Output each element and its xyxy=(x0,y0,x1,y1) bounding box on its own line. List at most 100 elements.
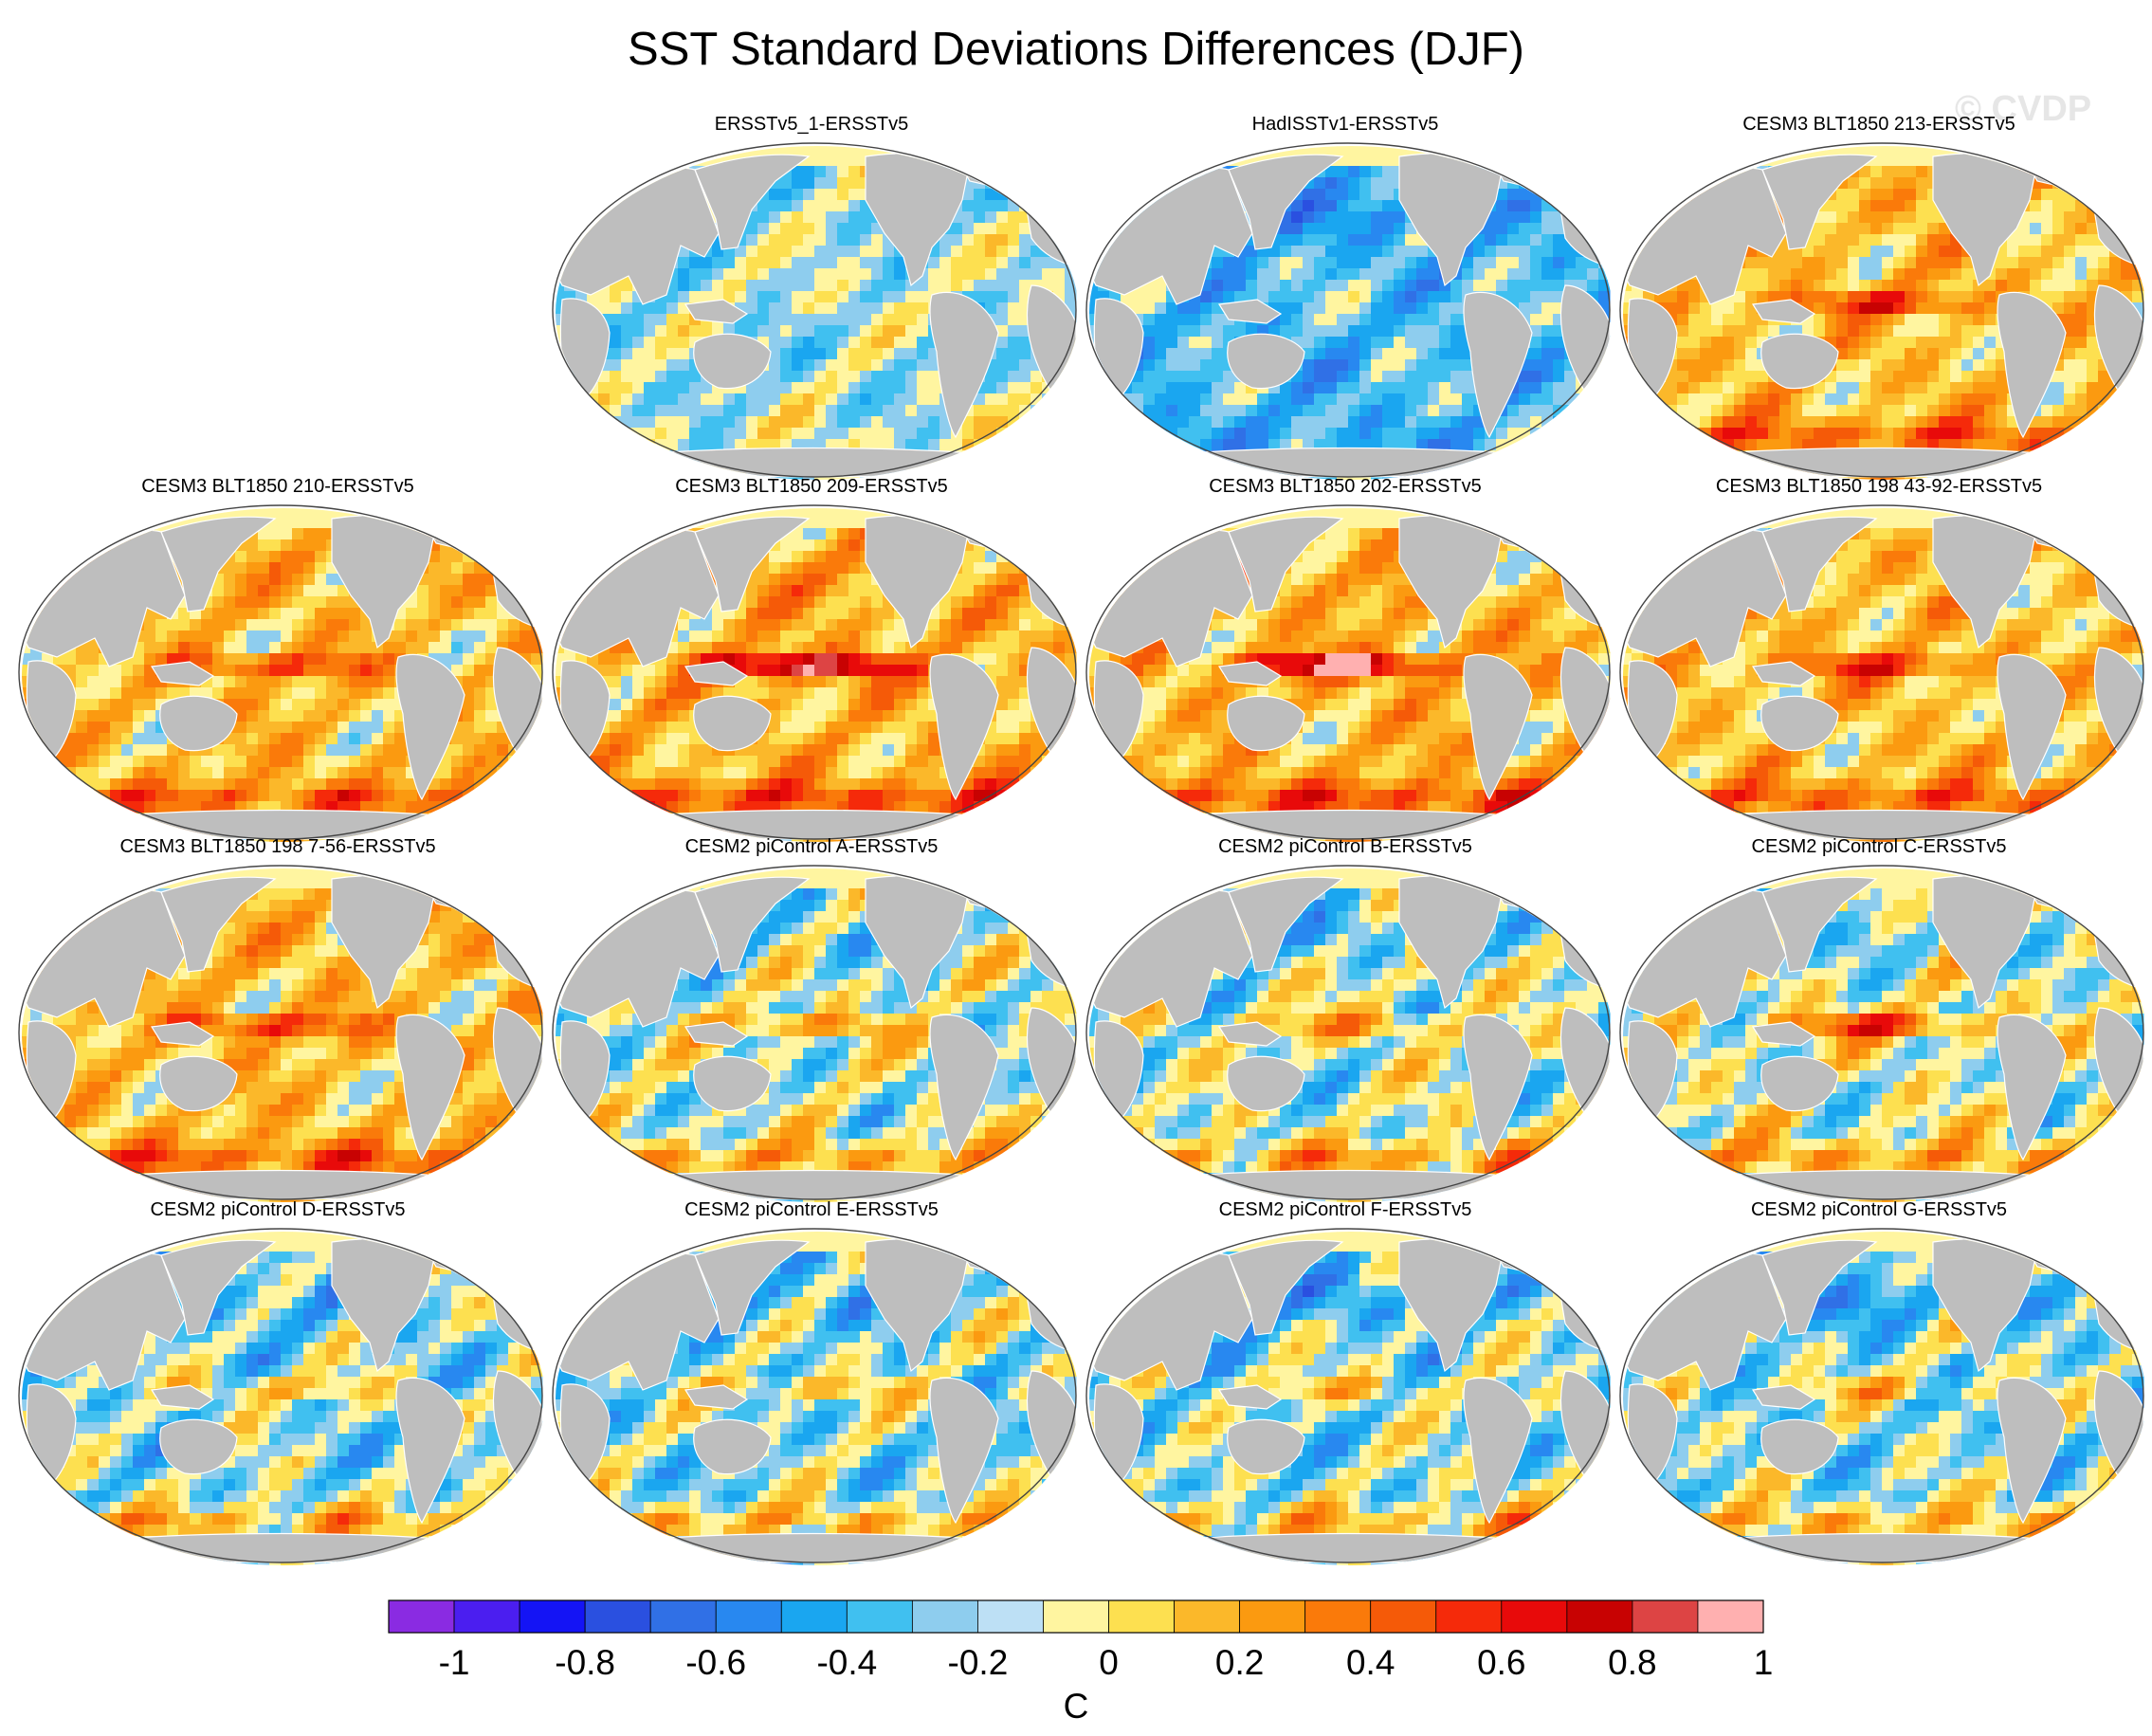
landmass xyxy=(1674,1169,2088,1200)
landmass xyxy=(1228,154,1344,250)
colorbar-tick-label: -0.8 xyxy=(555,1643,615,1682)
figure-title: SST Standard Deviations Differences (DJF… xyxy=(0,21,2152,78)
landmass xyxy=(1463,653,1533,801)
map-frame xyxy=(552,504,1077,840)
colorbar-tick-label: 0 xyxy=(1099,1643,1119,1682)
landmass xyxy=(929,1014,999,1161)
map-frame xyxy=(1619,865,2144,1200)
landmass xyxy=(1751,299,1816,324)
landmass xyxy=(1463,1014,1533,1161)
map-panel: CESM3 BLT1850 198 7-56-ERSSTv5 xyxy=(11,834,544,1202)
colorbar-swatch xyxy=(1632,1599,1699,1634)
colorbar-swatch xyxy=(519,1599,586,1634)
sst-map xyxy=(552,1228,1077,1565)
landmass xyxy=(1761,154,1878,250)
landmass xyxy=(1463,1377,1533,1525)
colorbar-swatch xyxy=(911,1599,978,1634)
landmass xyxy=(1761,876,1878,973)
colorbar-swatch xyxy=(1174,1599,1241,1634)
landmass xyxy=(1761,516,1878,612)
panel-title: CESM2 piControl F-ERSSTv5 xyxy=(1079,1197,1612,1222)
panel-title: CESM3 BLT1850 202-ERSSTv5 xyxy=(1079,474,1612,499)
landmass xyxy=(693,333,772,390)
panel-title: CESM3 BLT1850 210-ERSSTv5 xyxy=(11,474,544,499)
panel-title: CESM3 BLT1850 213-ERSSTv5 xyxy=(1613,112,2145,137)
landmass xyxy=(1227,333,1305,390)
landmass xyxy=(1227,1418,1305,1475)
colorbar-swatch xyxy=(715,1599,782,1634)
map-frame xyxy=(1619,142,2144,478)
sst-map xyxy=(18,865,543,1202)
landmass xyxy=(1217,1021,1283,1047)
colorbar-swatch xyxy=(977,1599,1044,1634)
cvdp-watermark: © CVDP xyxy=(1955,87,2091,131)
landmass xyxy=(693,1418,772,1475)
landmass xyxy=(395,1014,465,1161)
colorbar-swatch xyxy=(1304,1599,1372,1634)
sst-map xyxy=(18,504,543,842)
colorbar-tick-label: 0.8 xyxy=(1608,1643,1656,1682)
map-panel: CESM2 piControl C-ERSSTv5 xyxy=(1613,834,2145,1202)
landmass xyxy=(1997,1377,2067,1525)
map-panel: CESM3 BLT1850 210-ERSSTv5 xyxy=(11,474,544,842)
panel-title: CESM2 piControl E-ERSSTv5 xyxy=(545,1197,1078,1222)
landmass xyxy=(73,1532,487,1563)
landmass xyxy=(395,653,465,801)
colorbar-tick-label: 0.2 xyxy=(1215,1643,1264,1682)
map-frame xyxy=(18,1228,543,1563)
landmass xyxy=(929,291,999,439)
colorbar-swatch xyxy=(453,1599,520,1634)
landmass xyxy=(1674,447,2088,478)
landmass xyxy=(1760,1055,1839,1112)
landmass xyxy=(1228,1239,1344,1336)
colorbar-tick-label: 1 xyxy=(1754,1643,1774,1682)
landmass xyxy=(159,695,238,752)
colorbar-swatch xyxy=(649,1599,717,1634)
landmass xyxy=(1140,447,1555,478)
landmass xyxy=(693,1055,772,1112)
landmass xyxy=(1997,291,2067,439)
landmass xyxy=(607,447,1021,478)
sst-map xyxy=(552,865,1077,1202)
colorbar-swatch xyxy=(1108,1599,1175,1634)
landmass xyxy=(1140,1169,1555,1200)
landmass xyxy=(1228,516,1344,612)
colorbar-tick-label: 0.4 xyxy=(1346,1643,1395,1682)
landmass xyxy=(160,876,277,973)
landmass xyxy=(694,876,811,973)
sst-map xyxy=(1085,142,1611,480)
map-panel: CESM2 piControl E-ERSSTv5 xyxy=(545,1197,1078,1565)
colorbar-swatch xyxy=(1697,1599,1764,1634)
map-frame xyxy=(552,142,1077,478)
map-frame xyxy=(1619,504,2144,840)
sst-map xyxy=(1085,1228,1611,1565)
colorbar-swatch xyxy=(1435,1599,1503,1634)
landmass xyxy=(395,1377,465,1525)
landmass xyxy=(607,1169,1021,1200)
colorbar-tick-label: -0.4 xyxy=(816,1643,877,1682)
landmass xyxy=(1140,1532,1555,1563)
map-panel: ERSSTv5_1-ERSSTv5 xyxy=(545,112,1078,480)
colorbar-unit: C xyxy=(1064,1687,1089,1726)
map-frame xyxy=(1085,865,1611,1200)
landmass xyxy=(684,299,749,324)
landmass xyxy=(929,653,999,801)
sst-map xyxy=(18,1228,543,1565)
colorbar-swatch xyxy=(1239,1599,1306,1634)
colorbar-tick-label: -1 xyxy=(439,1643,470,1682)
landmass xyxy=(1997,1014,2067,1161)
landmass xyxy=(694,154,811,250)
panel-title: CESM3 BLT1850 198 7-56-ERSSTv5 xyxy=(11,834,544,859)
landmass xyxy=(1751,1021,1816,1047)
map-panel: CESM3 BLT1850 213-ERSSTv5 xyxy=(1613,112,2145,480)
panel-title: CESM2 piControl B-ERSSTv5 xyxy=(1079,834,1612,859)
map-frame xyxy=(552,1228,1077,1563)
colorbar-swatch xyxy=(1566,1599,1633,1634)
landmass xyxy=(684,1021,749,1047)
colorbar-swatch xyxy=(846,1599,913,1634)
landmass xyxy=(684,1384,749,1410)
colorbar-swatch xyxy=(1370,1599,1437,1634)
panel-title: CESM2 piControl A-ERSSTv5 xyxy=(545,834,1078,859)
panel-title: CESM3 BLT1850 209-ERSSTv5 xyxy=(545,474,1078,499)
colorbar-tick-label: -0.2 xyxy=(948,1643,1009,1682)
